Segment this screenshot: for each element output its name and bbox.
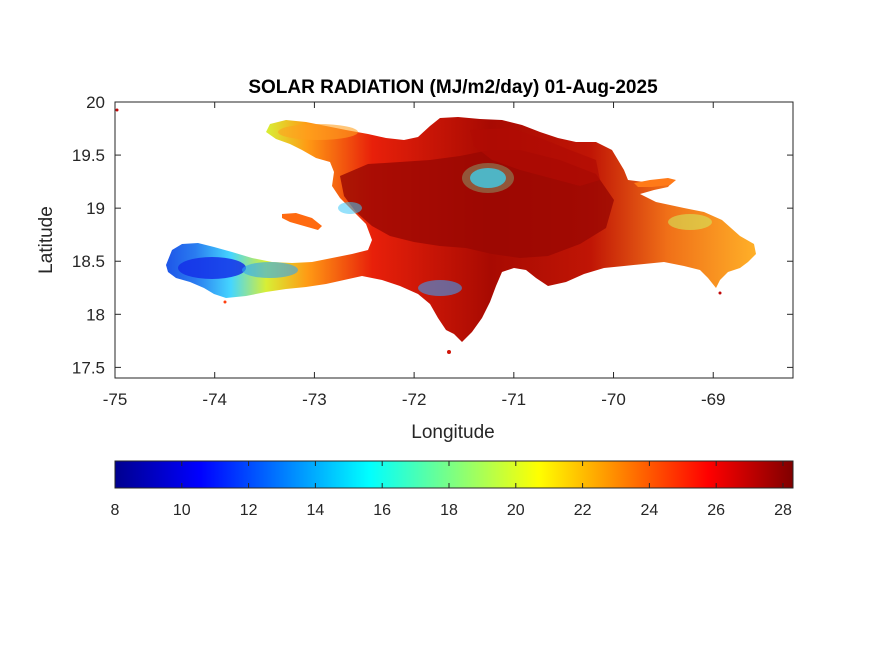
low-radiation-south-1	[418, 280, 462, 296]
navassa-dot	[115, 108, 119, 112]
y-tick-label: 18	[86, 305, 105, 324]
colorbar-tick-label: 18	[440, 502, 458, 519]
x-tick-label: -73	[302, 390, 327, 409]
beata-island	[447, 350, 451, 354]
low-radiation-cibao	[470, 168, 506, 188]
colorbar-tick-label: 10	[173, 502, 191, 519]
x-tick-label: -70	[601, 390, 626, 409]
chart-title: SOLAR RADIATION (MJ/m2/day) 01-Aug-2025	[248, 77, 658, 98]
x-axis-label: Longitude	[411, 422, 494, 443]
x-tick-label: -71	[502, 390, 527, 409]
mid-radiation-north	[278, 124, 358, 140]
y-tick-label: 18.5	[72, 252, 105, 271]
high-radiation-core	[340, 150, 614, 258]
islet-dot-2	[223, 300, 227, 304]
colorbar-tick-label: 24	[640, 502, 658, 519]
plot-area: -75 -74 -73 -72 -71 -70 -69 17.5 18 18.5 19 19.5 20…	[36, 93, 794, 443]
y-tick-label: 19	[86, 199, 105, 218]
colorbar: 8 10 12 14 16 18 20 22 24 26 28	[111, 460, 794, 519]
colorbar-tick-label: 14	[306, 502, 324, 519]
y-axis-ticks: 17.5 18 18.5 19 19.5 20	[72, 93, 793, 377]
saona-island	[634, 178, 676, 187]
y-tick-label: 17.5	[72, 358, 105, 377]
y-axis-label: Latitude	[36, 206, 57, 274]
tortuga-island	[282, 213, 322, 230]
x-tick-label: -74	[202, 390, 227, 409]
colorbar-tick-label: 8	[111, 502, 120, 519]
low-radiation-west-1	[338, 202, 362, 214]
islet-dot	[718, 291, 722, 295]
y-tick-label: 19.5	[72, 146, 105, 165]
low-radiation-peninsula-2	[242, 262, 298, 278]
y-tick-label: 20	[86, 93, 105, 112]
colorbar-tick-label: 12	[240, 502, 258, 519]
colorbar-ticks: 8 10 12 14 16 18 20 22 24 26 28	[111, 461, 792, 519]
mid-radiation-east	[668, 214, 712, 230]
x-axis-ticks: -75 -74 -73 -72 -71 -70 -69	[103, 102, 726, 409]
colorbar-tick-label: 20	[507, 502, 525, 519]
low-radiation-peninsula-1	[178, 257, 246, 279]
colorbar-tick-label: 16	[373, 502, 391, 519]
radiation-map	[115, 108, 756, 354]
colorbar-tick-label: 28	[774, 502, 792, 519]
high-radiation-east	[470, 128, 600, 186]
colorbar-tick-label: 26	[707, 502, 725, 519]
axes-frame	[114, 101, 794, 379]
colorbar-gradient	[114, 460, 794, 489]
x-tick-label: -75	[103, 390, 128, 409]
low-radiation-cibao-halo	[462, 163, 514, 193]
x-tick-label: -69	[701, 390, 726, 409]
x-tick-label: -72	[402, 390, 427, 409]
colorbar-tick-label: 22	[574, 502, 592, 519]
